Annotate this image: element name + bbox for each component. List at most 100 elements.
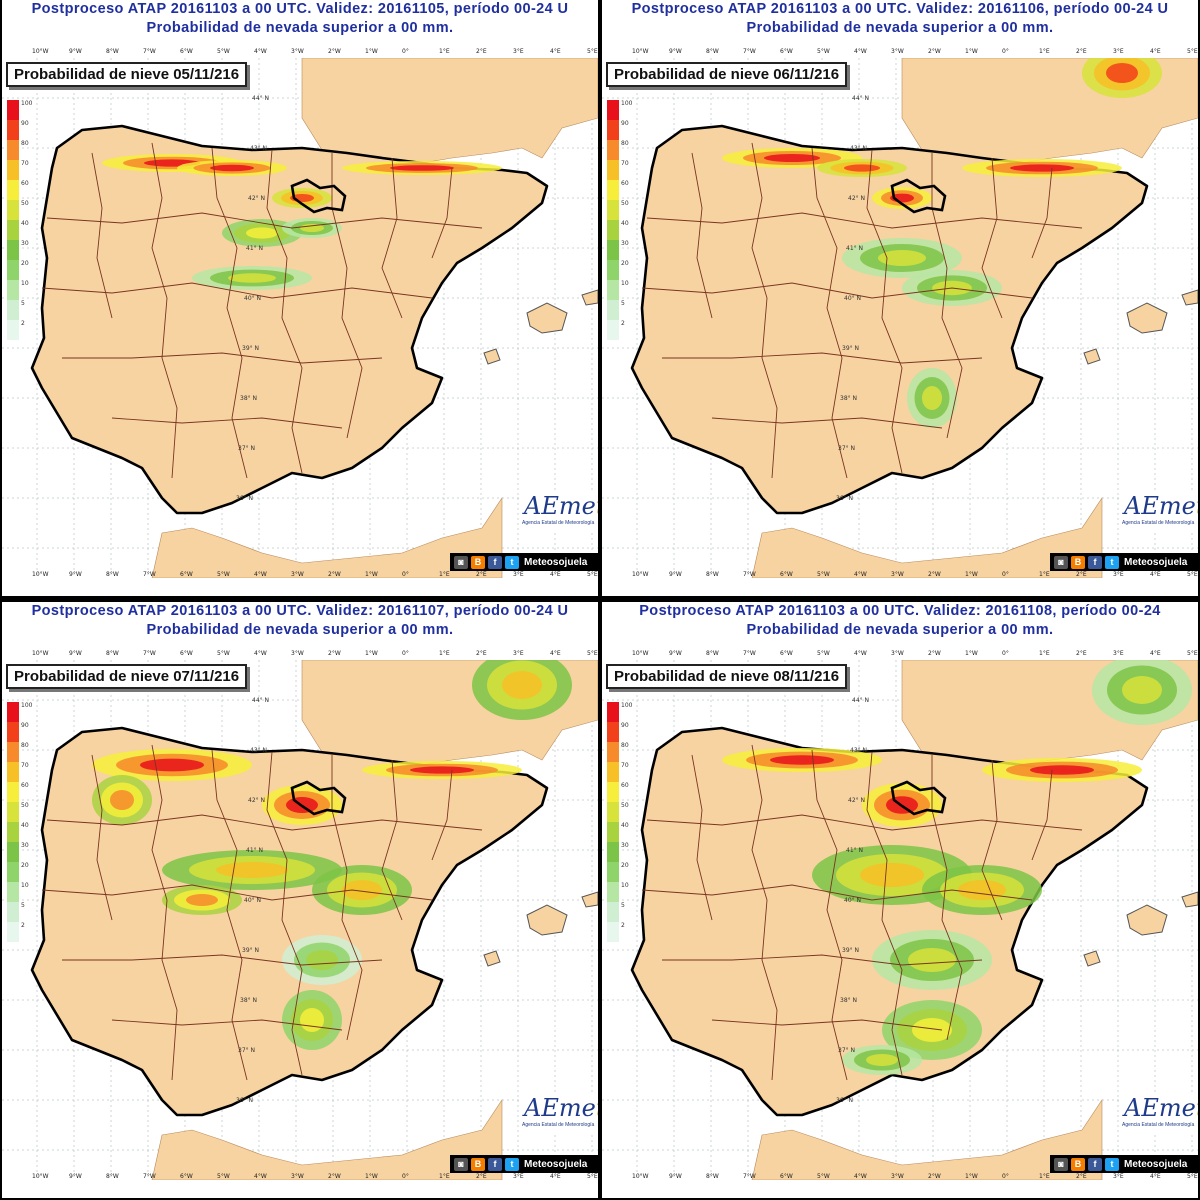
longitude-label: 3°W bbox=[291, 571, 304, 578]
blogger-icon[interactable]: B bbox=[1071, 555, 1085, 569]
snow-probability-area bbox=[912, 1018, 952, 1042]
menorca bbox=[581, 289, 598, 306]
legend-tick: 100 bbox=[21, 100, 33, 107]
longitude-axis-bottom: 10°W 9°W 8°W 7°W 6°W 5°W 4°W 3°W 2°W 1°W 0° 1°E 2°E 3… bbox=[602, 1173, 1198, 1183]
ibiza bbox=[1083, 950, 1101, 967]
aemet-brand: AEmet bbox=[1124, 492, 1198, 520]
latitude-label: 42° N bbox=[248, 797, 265, 804]
legend-swatch bbox=[607, 180, 619, 200]
longitude-label: 2°E bbox=[1076, 1173, 1087, 1180]
latitude-label: 44° N bbox=[252, 95, 269, 102]
longitude-label: 5°E bbox=[1187, 1173, 1198, 1180]
legend-swatch bbox=[7, 160, 19, 180]
social-handle[interactable]: Meteosojuela bbox=[1124, 556, 1188, 568]
legend-swatch bbox=[7, 220, 19, 240]
instagram-icon[interactable]: ◙ bbox=[1054, 1157, 1068, 1171]
la-rioja-outline bbox=[290, 178, 347, 214]
legend-tick: 70 bbox=[21, 160, 29, 167]
legend-tick: 60 bbox=[21, 180, 29, 187]
legend-swatch bbox=[7, 200, 19, 220]
longitude-label: 4°W bbox=[254, 48, 267, 55]
blogger-icon[interactable]: B bbox=[471, 1157, 485, 1171]
map-panel: Postproceso ATAP 20161103 a 00 UTC. Vali… bbox=[2, 602, 598, 1198]
ibiza bbox=[1083, 348, 1101, 365]
longitude-label: 3°W bbox=[291, 48, 304, 55]
blogger-icon[interactable]: B bbox=[1071, 1157, 1085, 1171]
panel-title: Postproceso ATAP 20161103 a 00 UTC. Vali… bbox=[602, 0, 1198, 38]
latitude-label: 44° N bbox=[852, 697, 869, 704]
social-handle[interactable]: Meteosojuela bbox=[524, 1158, 588, 1170]
longitude-label: 2°E bbox=[476, 650, 487, 657]
legend-swatch bbox=[607, 260, 619, 280]
longitude-label: 5°W bbox=[217, 571, 230, 578]
social-handle[interactable]: Meteosojuela bbox=[524, 556, 588, 568]
longitude-label: 10°W bbox=[32, 571, 49, 578]
facebook-icon[interactable]: f bbox=[488, 1157, 502, 1171]
longitude-label: 10°W bbox=[632, 48, 649, 55]
social-bar: ◙ B f t Meteosojuela bbox=[1050, 553, 1198, 571]
instagram-icon[interactable]: ◙ bbox=[454, 1157, 468, 1171]
facebook-icon[interactable]: f bbox=[1088, 1157, 1102, 1171]
instagram-icon[interactable]: ◙ bbox=[454, 555, 468, 569]
longitude-label: 3°W bbox=[291, 1173, 304, 1180]
twitter-icon[interactable]: t bbox=[505, 1157, 519, 1171]
twitter-icon[interactable]: t bbox=[505, 555, 519, 569]
longitude-label: 3°W bbox=[291, 650, 304, 657]
legend-tick: 5 bbox=[21, 902, 25, 909]
legend-swatch bbox=[607, 200, 619, 220]
aemet-brand: AEmet bbox=[524, 1094, 598, 1122]
aemet-logo: AEmet Agencia Estatal de Meteorología bbox=[1120, 1092, 1198, 1134]
instagram-icon[interactable]: ◙ bbox=[1054, 555, 1068, 569]
longitude-label: 4°E bbox=[550, 571, 561, 578]
longitude-label: 9°W bbox=[69, 571, 82, 578]
aemet-brand: AEmet bbox=[524, 492, 598, 520]
longitude-label: 4°W bbox=[854, 571, 867, 578]
facebook-icon[interactable]: f bbox=[1088, 555, 1102, 569]
longitude-label: 10°W bbox=[632, 571, 649, 578]
longitude-label: 8°W bbox=[106, 1173, 119, 1180]
legend-swatch bbox=[607, 842, 619, 862]
panel-title: Postproceso ATAP 20161103 a 00 UTC. Vali… bbox=[2, 0, 598, 38]
longitude-axis-top: 10°W 9°W 8°W 7°W 6°W 5°W 4°W 3°W 2°W 1°W 0° 1°E 2°E 3… bbox=[2, 48, 598, 58]
twitter-icon[interactable]: t bbox=[1105, 1157, 1119, 1171]
longitude-label: 7°W bbox=[743, 650, 756, 657]
legend-tick: 70 bbox=[21, 762, 29, 769]
longitude-label: 5°W bbox=[817, 48, 830, 55]
title-line-2: Probabilidad de nevada superior a 00 mm. bbox=[146, 20, 454, 36]
twitter-icon[interactable]: t bbox=[1105, 555, 1119, 569]
legend-swatch bbox=[607, 902, 619, 922]
title-line-1: Postproceso ATAP 20161103 a 00 UTC. Vali… bbox=[631, 1, 1169, 17]
legend-swatch bbox=[7, 922, 19, 942]
snow-probability-area bbox=[306, 950, 338, 970]
probability-legend: 100 90 80 70 60 50 40 30 20 10 5 2 bbox=[607, 100, 632, 340]
legend-swatch bbox=[7, 280, 19, 300]
latitude-label: 43° N bbox=[250, 747, 267, 754]
longitude-label: 5°W bbox=[217, 48, 230, 55]
africa-land bbox=[751, 497, 1103, 578]
longitude-axis-bottom: 10°W 9°W 8°W 7°W 6°W 5°W 4°W 3°W 2°W 1°W 0° 1°E 2°E 3… bbox=[602, 571, 1198, 581]
legend-tick: 20 bbox=[21, 260, 29, 267]
legend-swatch bbox=[607, 802, 619, 822]
facebook-icon[interactable]: f bbox=[488, 555, 502, 569]
map-date-label: Probabilidad de nieve 08/11/216 bbox=[606, 664, 848, 689]
longitude-label: 6°W bbox=[180, 48, 193, 55]
legend-tick: 20 bbox=[621, 260, 629, 267]
legend-tick: 20 bbox=[21, 862, 29, 869]
menorca bbox=[1181, 891, 1198, 908]
blogger-icon[interactable]: B bbox=[471, 555, 485, 569]
snow-probability-area bbox=[1106, 63, 1138, 83]
snow-probability-area bbox=[502, 671, 542, 699]
aemet-agency-name: Agencia Estatal de Meteorología bbox=[522, 1122, 595, 1128]
legend-tick: 90 bbox=[621, 722, 629, 729]
legend-tick: 70 bbox=[621, 160, 629, 167]
longitude-label: 9°W bbox=[669, 571, 682, 578]
legend-tick: 10 bbox=[621, 280, 629, 287]
longitude-label: 3°E bbox=[513, 1173, 524, 1180]
longitude-label: 8°W bbox=[706, 650, 719, 657]
snow-probability-area bbox=[922, 386, 942, 410]
longitude-label: 1°E bbox=[1039, 650, 1050, 657]
social-handle[interactable]: Meteosojuela bbox=[1124, 1158, 1188, 1170]
latitude-label: 38° N bbox=[240, 997, 257, 1004]
longitude-label: 4°W bbox=[254, 1173, 267, 1180]
snow-probability-field bbox=[92, 660, 572, 1050]
